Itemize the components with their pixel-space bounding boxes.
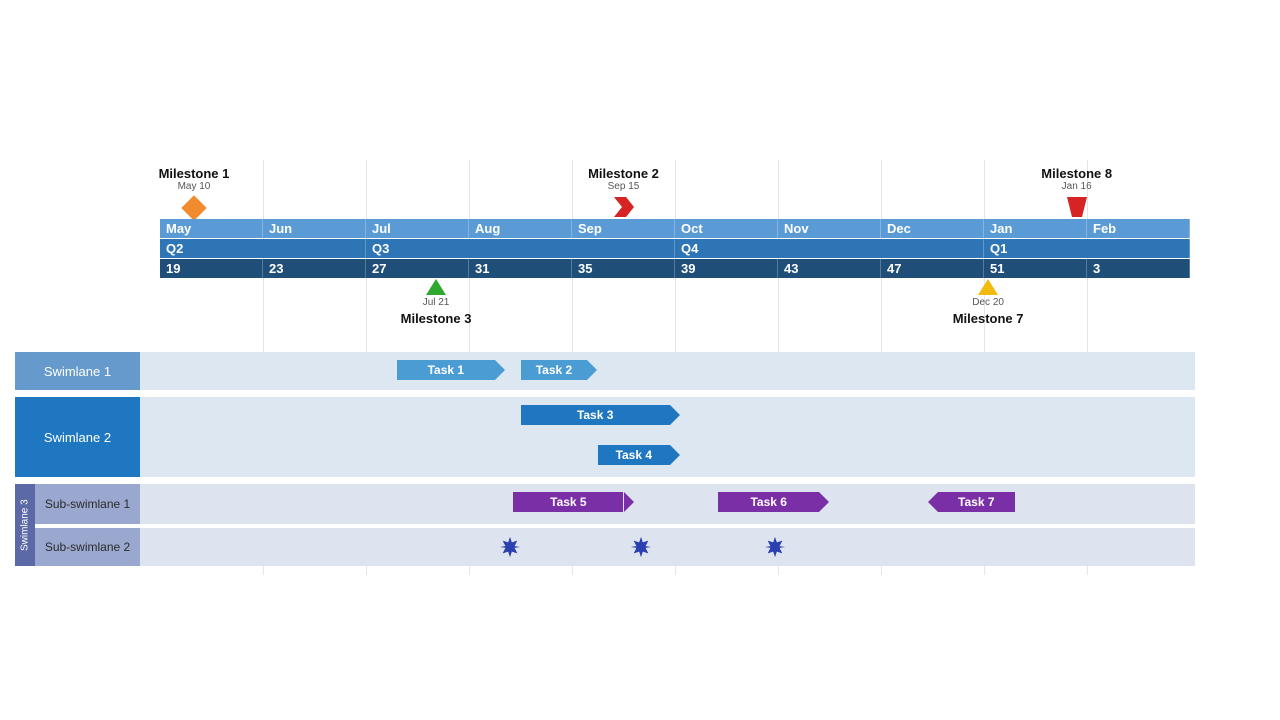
task-arrow-right-icon	[495, 360, 505, 380]
task-arrow-right-icon	[819, 492, 829, 512]
week-cell: 23	[263, 259, 366, 278]
month-cell: Jul	[366, 219, 469, 238]
triangle-up-icon	[978, 279, 998, 295]
task-arrow-right-icon	[670, 445, 680, 465]
lane-header-l2: Swimlane 2	[15, 397, 140, 477]
sublane-header-s1: Sub-swimlane 1	[35, 484, 140, 524]
lane-gap-2	[15, 477, 1195, 484]
quarter-band: Q2Q3Q4Q1	[160, 239, 1190, 258]
milestone-date-m8: Jan 16	[1027, 181, 1127, 192]
triangle-up-icon	[426, 279, 446, 295]
sublane-gap	[35, 524, 1195, 528]
milestone-date-m2: Sep 15	[574, 181, 674, 192]
sublane-header-s2: Sub-swimlane 2	[35, 528, 140, 566]
week-cell: 47	[881, 259, 984, 278]
week-cell: 51	[984, 259, 1087, 278]
milestone-title-m2: Milestone 2	[574, 166, 674, 181]
trapezoid-icon	[1067, 197, 1087, 217]
sublane-s2: Sub-swimlane 2	[35, 528, 1195, 566]
month-cell: Dec	[881, 219, 984, 238]
milestone-date-m3: Jul 21	[396, 297, 476, 308]
month-cell: Oct	[675, 219, 778, 238]
month-band: MayJunJulAugSepOctNovDecJanFeb	[160, 219, 1190, 238]
week-cell: 27	[366, 259, 469, 278]
task-t3: Task 3	[521, 405, 670, 425]
week-band: 1923273135394347513	[160, 259, 1190, 278]
star-icon	[630, 536, 652, 558]
month-cell: Jan	[984, 219, 1087, 238]
task-t2: Task 2	[521, 360, 588, 380]
month-cell: May	[160, 219, 263, 238]
task-t1: Task 1	[397, 360, 495, 380]
task-arrow-left-icon	[928, 492, 938, 512]
timeline-swimlane-chart: MayJunJulAugSepOctNovDecJanFebQ2Q3Q4Q119…	[0, 0, 1280, 720]
lane-gap-1	[15, 390, 1195, 397]
task-t6: Task 6	[718, 492, 819, 512]
milestone-title-m7: Milestone 7	[938, 311, 1038, 326]
star-icon	[764, 536, 786, 558]
quarter-cell: Q1	[984, 239, 1190, 258]
month-cell: Jun	[263, 219, 366, 238]
milestone-date-m1: May 10	[144, 181, 244, 192]
week-cell: 31	[469, 259, 572, 278]
task-t4: Task 4	[598, 445, 670, 465]
milestone-date-m7: Dec 20	[948, 297, 1028, 308]
week-cell: 19	[160, 259, 263, 278]
milestone-title-m8: Milestone 8	[1027, 166, 1127, 181]
task-arrow-right-icon	[670, 405, 680, 425]
week-cell: 43	[778, 259, 881, 278]
month-cell: Sep	[572, 219, 675, 238]
star-icon	[499, 536, 521, 558]
week-cell: 3	[1087, 259, 1190, 278]
quarter-cell: Q4	[675, 239, 984, 258]
milestone-title-m1: Milestone 1	[144, 166, 244, 181]
task-arrow-right-icon	[587, 360, 597, 380]
week-cell: 35	[572, 259, 675, 278]
lane-header-l1: Swimlane 1	[15, 352, 140, 390]
quarter-cell: Q2	[160, 239, 366, 258]
week-cell: 39	[675, 259, 778, 278]
lane-l1: Swimlane 1	[15, 352, 1195, 390]
month-cell: Aug	[469, 219, 572, 238]
swimlane3-side-header: Swimlane 3	[15, 484, 35, 566]
milestone-title-m3: Milestone 3	[386, 311, 486, 326]
quarter-cell: Q3	[366, 239, 675, 258]
month-cell: Feb	[1087, 219, 1190, 238]
task-arrow-right-icon	[624, 492, 634, 512]
chevron-icon	[614, 197, 632, 217]
month-cell: Nov	[778, 219, 881, 238]
task-t5: Task 5	[513, 492, 623, 512]
task-t7: Task 7	[938, 492, 1015, 512]
